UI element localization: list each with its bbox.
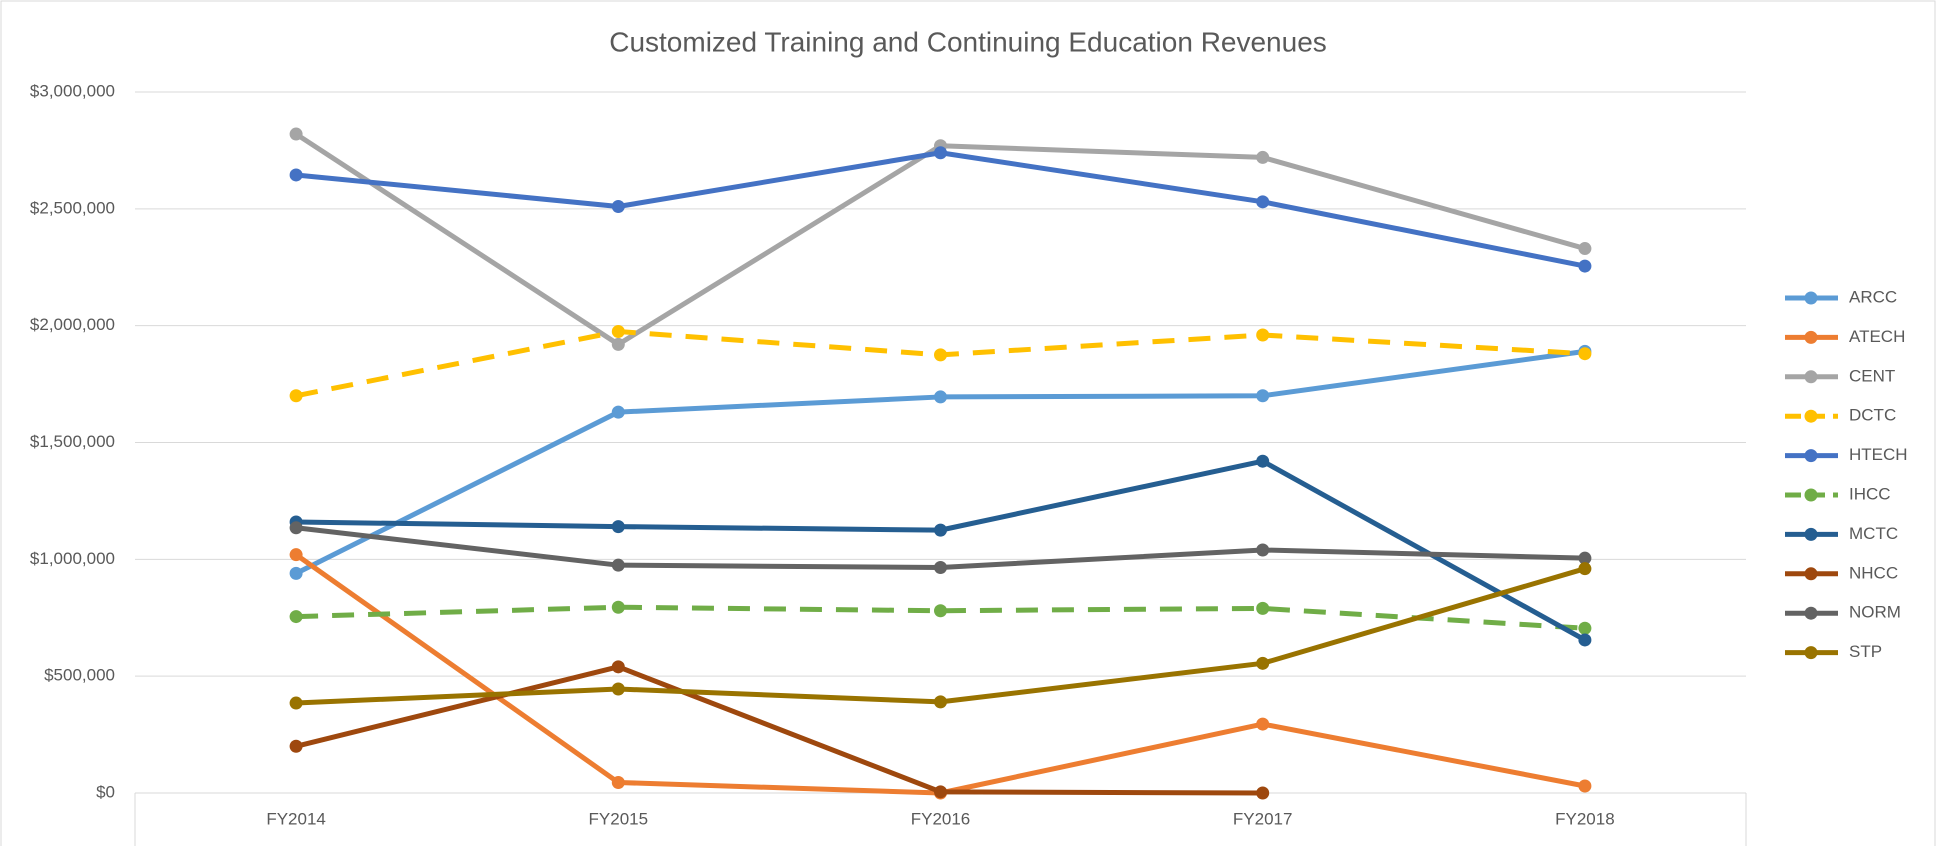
legend-marker	[1804, 527, 1818, 541]
series-marker	[934, 390, 947, 404]
y-tick-label: $2,000,000	[30, 315, 115, 334]
chart-title: Customized Training and Continuing Educa…	[609, 26, 1327, 57]
series-marker	[1578, 347, 1592, 361]
series-marker	[934, 561, 947, 575]
series-marker	[934, 146, 947, 160]
legend-label: ARCC	[1849, 287, 1897, 306]
series-marker	[1256, 389, 1270, 403]
series-marker	[611, 660, 625, 674]
legend-label: ATECH	[1849, 327, 1905, 346]
series-marker	[1578, 562, 1592, 576]
y-tick-label: $0	[96, 782, 115, 801]
x-tick-label: FY2015	[589, 809, 649, 828]
legend-label: IHCC	[1849, 484, 1891, 503]
series-marker	[934, 604, 947, 618]
series-marker	[1578, 779, 1592, 793]
series-line	[293, 664, 1266, 796]
series-marker	[289, 548, 303, 562]
series-marker	[289, 389, 303, 403]
series-marker	[611, 520, 625, 534]
series-marker	[1578, 242, 1592, 256]
legend-marker	[1804, 330, 1818, 344]
y-tick-label: $1,000,000	[30, 549, 115, 568]
series-marker	[934, 695, 947, 709]
series-marker	[289, 610, 303, 624]
series-marker	[289, 696, 303, 710]
series-marker	[1578, 259, 1592, 273]
series-marker	[611, 337, 625, 351]
y-tick-label: $2,500,000	[30, 198, 115, 217]
legend-marker	[1804, 567, 1818, 581]
legend-marker	[1804, 606, 1818, 620]
x-tick-label: FY2018	[1555, 809, 1615, 828]
legend-marker	[1804, 370, 1818, 384]
series-marker	[1578, 551, 1592, 565]
series-marker	[934, 348, 947, 362]
series-marker	[611, 325, 625, 339]
category-axis-box	[134, 793, 1747, 846]
x-tick-label: FY2016	[911, 809, 971, 828]
series-marker	[611, 405, 625, 419]
series-marker	[1256, 328, 1270, 342]
legend-label: MCTC	[1849, 524, 1898, 543]
x-tick-label: FY2017	[1233, 809, 1293, 828]
series-marker	[1256, 454, 1270, 468]
legend-label: HTECH	[1849, 445, 1908, 464]
legend-label: NORM	[1849, 603, 1901, 622]
series-marker	[1256, 150, 1270, 164]
series-marker	[1256, 543, 1270, 557]
y-tick-label: $1,500,000	[30, 432, 115, 451]
legend-marker	[1804, 488, 1818, 502]
series-marker	[1578, 633, 1592, 647]
legend-marker	[1804, 409, 1818, 423]
legend-marker	[1804, 291, 1818, 305]
series-marker	[289, 521, 303, 535]
series-marker	[611, 682, 625, 696]
series-marker	[289, 127, 303, 141]
legend-label: DCTC	[1849, 406, 1896, 425]
x-tick-label: FY2014	[266, 809, 326, 828]
series-marker	[1256, 601, 1270, 615]
legend-label: NHCC	[1849, 563, 1898, 582]
series-marker	[1256, 195, 1270, 209]
series-marker	[1256, 717, 1270, 731]
series-marker	[1256, 786, 1270, 800]
legend-marker	[1804, 449, 1818, 463]
series-marker	[1256, 656, 1270, 670]
series-marker	[934, 785, 947, 799]
series-marker	[289, 566, 303, 580]
series-marker	[1578, 621, 1592, 635]
series-marker	[611, 558, 625, 572]
series-marker	[611, 199, 625, 213]
y-tick-label: $3,000,000	[30, 81, 115, 100]
series-marker	[289, 739, 303, 753]
legend-label: CENT	[1849, 366, 1895, 385]
legend-marker	[1804, 646, 1818, 660]
legend-label: STP	[1849, 642, 1882, 661]
series-marker	[289, 168, 303, 182]
y-tick-label: $500,000	[44, 666, 115, 685]
series-marker	[611, 600, 625, 614]
series-marker	[611, 775, 625, 789]
series-marker	[934, 523, 947, 537]
